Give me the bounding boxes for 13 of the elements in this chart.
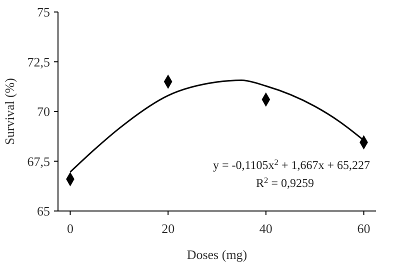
x-tick-label: 20 — [162, 221, 175, 236]
annotation: R$^{2}$ = 0,9259 — [256, 176, 314, 190]
x-tick-label: 0 — [66, 221, 74, 236]
y-tick-label: 67,5 — [27, 154, 50, 169]
y-tick-label: 70 — [37, 104, 50, 120]
x-tick-label: 40 — [259, 221, 272, 236]
y-tick-label: 65 — [37, 204, 50, 219]
y-tick-label: 75 — [37, 4, 50, 20]
y-tick-label: 72,5 — [27, 54, 50, 70]
annotation: y = -0,1105x$^{2}$ + 1,667x + 65,227 — [212, 158, 370, 172]
x-axis-title: Doses (mg) — [186, 247, 248, 262]
y-axis-title: Survival (%) — [2, 78, 17, 145]
x-tick-label: 60 — [357, 221, 370, 236]
